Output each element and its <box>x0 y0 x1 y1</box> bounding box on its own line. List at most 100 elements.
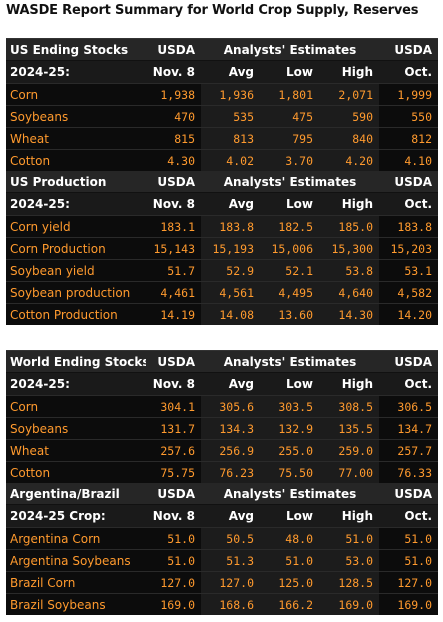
value-cell: 53.0 <box>319 549 380 571</box>
row-label: Soybean production <box>6 281 146 303</box>
value-cell: 4,561 <box>201 281 260 303</box>
value-cell: 255.0 <box>260 439 319 461</box>
section-subheader-row: 2024-25: Nov. 8 Avg Low High Oct. <box>6 373 439 395</box>
value-cell: 132.9 <box>260 417 319 439</box>
value-cell: 15,193 <box>201 237 260 259</box>
value-cell: 815 <box>146 127 201 149</box>
value-cell: 15,300 <box>319 237 380 259</box>
value-cell: 169.0 <box>379 593 439 615</box>
value-cell: 535 <box>201 105 260 127</box>
value-cell: 303.5 <box>260 395 319 417</box>
value-cell: 4.02 <box>201 149 260 171</box>
value-cell: 48.0 <box>260 527 319 549</box>
value-cell: 53.8 <box>319 259 380 281</box>
column-header-usda: USDA <box>379 351 439 373</box>
table-row: Soybean yield 51.7 52.9 52.1 53.8 53.1 <box>6 259 439 281</box>
table-row: Corn 304.1 305.6 303.5 308.5 306.5 <box>6 395 439 417</box>
column-subheader: Avg <box>201 61 260 83</box>
table-row: Argentina Corn 51.0 50.5 48.0 51.0 51.0 <box>6 527 439 549</box>
value-cell: 4.20 <box>319 149 380 171</box>
section-subtitle: 2024-25: <box>6 61 146 83</box>
value-cell: 590 <box>319 105 380 127</box>
table-row: Corn 1,938 1,936 1,801 2,071 1,999 <box>6 83 439 105</box>
value-cell: 183.1 <box>146 215 201 237</box>
column-subheader: Nov. 8 <box>146 193 201 215</box>
section-title: Argentina/Brazil <box>6 483 146 505</box>
column-subheader: Avg <box>201 373 260 395</box>
value-cell: 795 <box>260 127 319 149</box>
value-cell: 134.3 <box>201 417 260 439</box>
value-cell: 259.0 <box>319 439 380 461</box>
value-cell: 13.60 <box>260 303 319 325</box>
value-cell: 183.8 <box>201 215 260 237</box>
value-cell: 14.08 <box>201 303 260 325</box>
table-row: Cotton Production 14.19 14.08 13.60 14.30 14.… <box>6 303 439 325</box>
us-crop-table: US Ending Stocks USDA Analysts' Estimates U… <box>6 38 439 325</box>
column-header-usda: USDA <box>146 171 201 193</box>
value-cell: 53.1 <box>379 259 439 281</box>
column-subheader: Oct. <box>379 505 439 527</box>
column-subheader: Oct. <box>379 373 439 395</box>
section-subtitle: 2024-25: <box>6 193 146 215</box>
value-cell: 127.0 <box>379 571 439 593</box>
column-subheader: Low <box>260 373 319 395</box>
section-header-row: World Ending Stocks USDA Analysts' Estimat… <box>6 351 439 373</box>
column-header-usda: USDA <box>146 483 201 505</box>
value-cell: 14.19 <box>146 303 201 325</box>
value-cell: 4,461 <box>146 281 201 303</box>
value-cell: 51.0 <box>319 527 380 549</box>
value-cell: 4,495 <box>260 281 319 303</box>
value-cell: 51.0 <box>146 527 201 549</box>
row-label: Cotton Production <box>6 303 146 325</box>
value-cell: 125.0 <box>260 571 319 593</box>
column-header-usda: USDA <box>379 39 439 61</box>
table-row: Soybean production 4,461 4,561 4,495 4,640 4,… <box>6 281 439 303</box>
value-cell: 50.5 <box>201 527 260 549</box>
table-row: Wheat 815 813 795 840 812 <box>6 127 439 149</box>
value-cell: 840 <box>319 127 380 149</box>
value-cell: 182.5 <box>260 215 319 237</box>
column-subheader: Avg <box>201 505 260 527</box>
section-header-row: US Ending Stocks USDA Analysts' Estimates U… <box>6 39 439 61</box>
table-row: Corn yield 183.1 183.8 182.5 185.0 183.8 <box>6 215 439 237</box>
table-row: Brazil Corn 127.0 127.0 125.0 128.5 127.0 <box>6 571 439 593</box>
section-subheader-row: 2024-25 Crop: Nov. 8 Avg Low High Oct. <box>6 505 439 527</box>
value-cell: 185.0 <box>319 215 380 237</box>
value-cell: 51.0 <box>260 549 319 571</box>
row-label: Corn <box>6 395 146 417</box>
column-subheader: Oct. <box>379 61 439 83</box>
data-table: World Ending Stocks USDA Analysts' Estimat… <box>6 351 439 615</box>
column-subheader: High <box>319 505 380 527</box>
table-row: Argentina Soybeans 51.0 51.3 51.0 53.0 51.0 <box>6 549 439 571</box>
value-cell: 52.1 <box>260 259 319 281</box>
value-cell: 76.33 <box>379 461 439 483</box>
value-cell: 2,071 <box>319 83 380 105</box>
section-title: World Ending Stocks <box>6 351 146 373</box>
column-header-analysts-estimates: Analysts' Estimates <box>201 351 380 373</box>
value-cell: 51.0 <box>379 549 439 571</box>
row-label: Argentina Corn <box>6 527 146 549</box>
column-header-usda: USDA <box>379 171 439 193</box>
row-label: Soybeans <box>6 105 146 127</box>
row-label: Soybeans <box>6 417 146 439</box>
value-cell: 306.5 <box>379 395 439 417</box>
column-header-usda: USDA <box>379 483 439 505</box>
table-row: Wheat 257.6 256.9 255.0 259.0 257.7 <box>6 439 439 461</box>
value-cell: 4,582 <box>379 281 439 303</box>
section-subtitle: 2024-25 Crop: <box>6 505 146 527</box>
value-cell: 1,999 <box>379 83 439 105</box>
section-title: US Production <box>6 171 146 193</box>
table-row: Soybeans 131.7 134.3 132.9 135.5 134.7 <box>6 417 439 439</box>
value-cell: 166.2 <box>260 593 319 615</box>
value-cell: 169.0 <box>319 593 380 615</box>
column-subheader: Low <box>260 505 319 527</box>
value-cell: 51.7 <box>146 259 201 281</box>
value-cell: 14.20 <box>379 303 439 325</box>
value-cell: 470 <box>146 105 201 127</box>
column-subheader: Low <box>260 61 319 83</box>
value-cell: 813 <box>201 127 260 149</box>
value-cell: 550 <box>379 105 439 127</box>
row-label: Corn <box>6 83 146 105</box>
column-subheader: High <box>319 373 380 395</box>
row-label: Brazil Corn <box>6 571 146 593</box>
